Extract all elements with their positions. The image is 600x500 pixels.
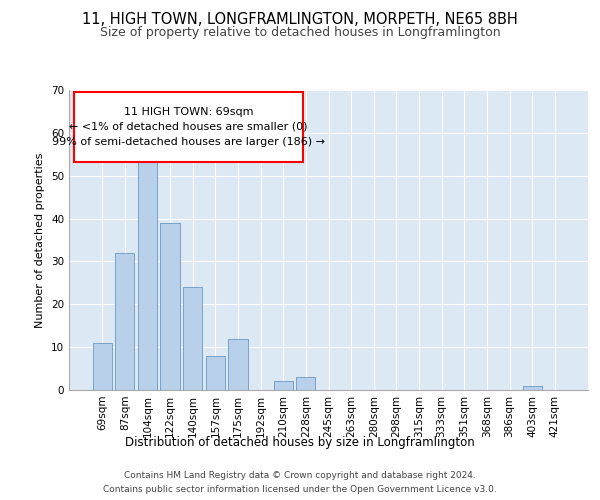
Bar — [160, 223, 180, 390]
FancyBboxPatch shape — [74, 92, 302, 162]
Text: Contains HM Land Registry data © Crown copyright and database right 2024.: Contains HM Land Registry data © Crown c… — [124, 472, 476, 480]
Bar — [183, 287, 202, 390]
Y-axis label: Number of detached properties: Number of detached properties — [35, 152, 46, 328]
Bar — [138, 142, 157, 390]
Text: 11, HIGH TOWN, LONGFRAMLINGTON, MORPETH, NE65 8BH: 11, HIGH TOWN, LONGFRAMLINGTON, MORPETH,… — [82, 12, 518, 28]
Text: Distribution of detached houses by size in Longframlington: Distribution of detached houses by size … — [125, 436, 475, 449]
Bar — [206, 356, 225, 390]
Bar — [115, 253, 134, 390]
Bar — [229, 338, 248, 390]
Bar — [523, 386, 542, 390]
Bar — [274, 382, 293, 390]
Text: Contains public sector information licensed under the Open Government Licence v3: Contains public sector information licen… — [103, 484, 497, 494]
Bar — [92, 343, 112, 390]
Bar — [296, 377, 316, 390]
Text: 11 HIGH TOWN: 69sqm
← <1% of detached houses are smaller (0)
99% of semi-detache: 11 HIGH TOWN: 69sqm ← <1% of detached ho… — [52, 107, 325, 146]
Text: Size of property relative to detached houses in Longframlington: Size of property relative to detached ho… — [100, 26, 500, 39]
